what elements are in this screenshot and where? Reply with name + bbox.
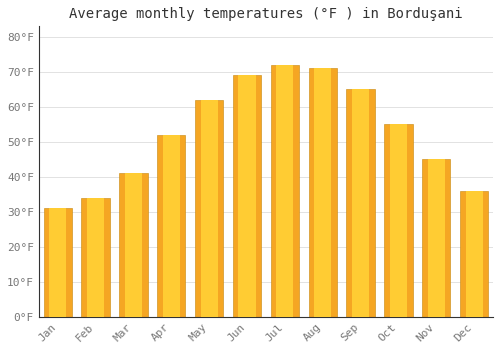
Bar [87, 198, 104, 317]
Bar [195, 100, 224, 317]
Bar [466, 191, 482, 317]
Bar [200, 100, 218, 317]
Bar [125, 173, 142, 317]
Bar [352, 89, 369, 317]
Bar [119, 173, 148, 317]
Bar [82, 198, 110, 317]
Bar [157, 135, 186, 317]
Bar [49, 208, 66, 317]
Bar [460, 191, 488, 317]
Bar [276, 65, 293, 317]
Bar [422, 159, 450, 317]
Bar [384, 124, 412, 317]
Bar [390, 124, 407, 317]
Bar [346, 89, 375, 317]
Bar [238, 75, 256, 317]
Bar [233, 75, 261, 317]
Bar [314, 68, 331, 317]
Bar [308, 68, 337, 317]
Bar [44, 208, 72, 317]
Bar [270, 65, 299, 317]
Title: Average monthly temperatures (°F ) in Borduşani: Average monthly temperatures (°F ) in Bo… [69, 7, 462, 21]
Bar [163, 135, 180, 317]
Bar [428, 159, 445, 317]
